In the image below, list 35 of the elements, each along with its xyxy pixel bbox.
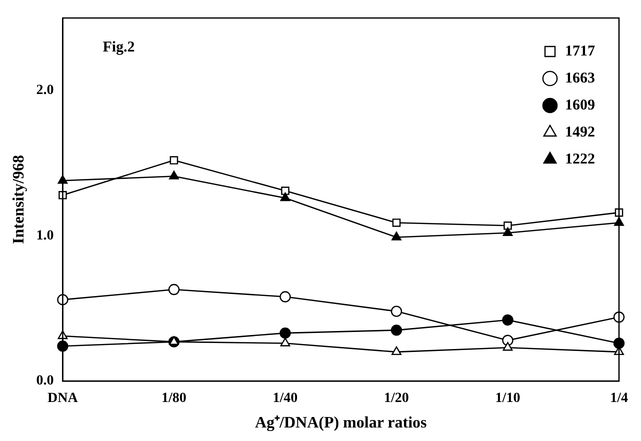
x-tick-label: 1/40: [272, 391, 298, 406]
legend-label: 1609: [565, 97, 595, 114]
point: [392, 346, 402, 356]
point: [502, 342, 513, 351]
annotation: Fig.2: [102, 39, 135, 56]
y-tick-label: 1.0: [36, 228, 54, 244]
y-tick-label: 2.0: [36, 83, 54, 98]
legend-label: 1663: [565, 70, 595, 86]
x-tick-label: 1/20: [384, 391, 409, 406]
point: [280, 291, 291, 302]
x-tick-label: 1/10: [495, 391, 520, 406]
legend-label: 1717: [565, 43, 596, 60]
legend-label: 1222: [565, 151, 595, 168]
x-tick-label: 1/4: [610, 391, 628, 406]
point: [390, 324, 402, 336]
point: [280, 338, 290, 346]
point: [392, 218, 401, 227]
point: [392, 232, 402, 240]
point: [170, 156, 178, 164]
point: [502, 314, 514, 326]
y-axis-title: Intensity/968: [10, 155, 28, 244]
point: [390, 306, 402, 317]
x-tick-label: DNA: [48, 391, 79, 406]
point: [281, 186, 290, 195]
point: [502, 227, 513, 236]
legend-label: 1492: [565, 124, 595, 140]
y-tick-label: 0.0: [36, 374, 54, 389]
point: [169, 170, 179, 180]
x-tick-label: 1/80: [162, 391, 186, 406]
x-axis-title: Ag⁺/DNA(P) molar ratios: [254, 414, 427, 432]
point: [168, 284, 180, 296]
point: [280, 327, 291, 339]
point: [280, 192, 290, 202]
point: [504, 222, 512, 230]
point: [169, 336, 179, 345]
